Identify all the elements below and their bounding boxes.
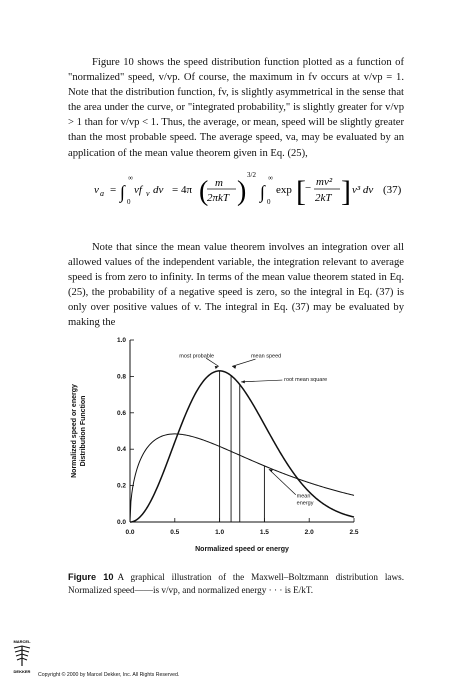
eq-integral-2: ∫: [259, 182, 266, 203]
annotation-most-probable: most probable: [179, 353, 214, 359]
y-axis-label-1: Normalized speed or energy: [71, 384, 78, 478]
x-tick-label: 1.0: [215, 529, 224, 536]
eq-int1-upper: ∞: [128, 174, 133, 182]
y-tick-label: 0.0: [117, 519, 126, 526]
body-paragraph-2: Note that since the mean value theorem i…: [68, 240, 404, 331]
y-tick-label: 0.6: [117, 410, 126, 417]
equation-37: v a = ∫ ∞ 0 vf v dv = 4π ( m 2πkT ) 3/2 …: [0, 170, 474, 210]
eq-integrand-1: vf: [134, 184, 144, 196]
arrow-rms: [241, 379, 283, 383]
speed-distribution-curve: [129, 370, 355, 523]
paragraph-2-text: Note that since the mean value theorem i…: [68, 242, 404, 329]
eq-bracket-left: [: [296, 175, 306, 208]
eq-paren-left: (: [199, 176, 208, 207]
x-tick-label: 2.0: [305, 529, 314, 536]
eq-minus: −: [305, 182, 311, 194]
eq-power: 3/2: [247, 171, 256, 179]
x-tick-label: 1.5: [260, 529, 269, 536]
eq-equals-2: = 4π: [172, 184, 192, 196]
x-tick-label: 2.5: [349, 529, 358, 536]
annotation-rms: root mean square: [284, 377, 327, 383]
y-tick-label: 0.2: [117, 483, 126, 490]
eq-equals-1: =: [110, 184, 116, 196]
figure-label: Figure 10: [68, 572, 114, 582]
arrowhead: [268, 469, 273, 473]
eq-integral-1: ∫: [119, 182, 126, 203]
chart-svg: 0.0 0.5 1.0 1.5 2.0 2.5 0.0 0.2 0.4 0.6 0.8 1.0 Norm…: [71, 337, 359, 553]
eq-frac-den: 2πkT: [207, 192, 230, 204]
eq-exp-den: 2kT: [315, 192, 332, 204]
y-tick-label: 1.0: [117, 337, 126, 344]
eq-frac-num: m: [215, 177, 223, 189]
eq-int2-upper: ∞: [268, 174, 273, 182]
eq-v3: v³ dv: [352, 184, 373, 196]
energy-distribution-curve: [129, 433, 355, 523]
maxwell-boltzmann-chart: 0.0 0.5 1.0 1.5 2.0 2.5 0.0 0.2 0.4 0.6 0.8 1.0 Norm…: [62, 332, 362, 562]
arrowhead: [214, 365, 219, 369]
copyright-notice: Copyright © 2000 by Marcel Dekker, Inc. …: [38, 672, 180, 678]
annotation-mean-energy-2: energy: [297, 501, 314, 507]
y-tick-label: 0.4: [117, 446, 126, 453]
eq-bracket-right: ]: [341, 175, 351, 208]
arrowhead: [241, 380, 245, 384]
eq-number: (37): [383, 184, 402, 196]
annotation-mean-speed: mean speed: [251, 353, 281, 359]
paragraph-1-text: Figure 10 shows the speed distribution f…: [68, 57, 404, 159]
x-tick-label: 0.5: [170, 529, 179, 536]
eq-exp-num: mv²: [316, 176, 333, 188]
x-axis-label: Normalized speed or energy: [195, 546, 289, 553]
logo-top-text: MARCEL: [13, 639, 31, 644]
eq-exp: exp: [276, 184, 292, 196]
arrow-most-probable: [205, 357, 219, 367]
y-axis-label-2: Distribution Function: [80, 396, 87, 467]
logo-bottom-text: DEKKER: [14, 669, 31, 674]
publisher-logo: MARCEL DEKKER: [13, 639, 31, 674]
eq-paren-right: ): [237, 176, 246, 207]
arrow-mean-speed: [232, 358, 256, 367]
y-tick-label: 0.8: [117, 373, 126, 380]
body-paragraph-1: Figure 10 shows the speed distribution f…: [68, 55, 404, 161]
figure-caption-text: A graphical illustration of the Maxwell–…: [68, 572, 404, 595]
eq-int1-lower: 0: [127, 198, 131, 206]
arrow-mean-energy: [268, 468, 297, 495]
eq-int2-lower: 0: [267, 198, 271, 206]
annotation-mean-energy-1: mean: [297, 493, 311, 499]
equation-svg: v a = ∫ ∞ 0 vf v dv = 4π ( m 2πkT ) 3/2 …: [94, 171, 402, 208]
figure-caption: Figure 10 A graphical illustration of the…: [68, 571, 404, 597]
arrowhead: [232, 365, 237, 369]
eq-lhs: v: [94, 184, 99, 196]
eq-lhs-sub: a: [100, 189, 104, 198]
eq-integrand-1-sub: v: [146, 189, 150, 198]
x-tick-label: 0.0: [125, 529, 134, 536]
eq-dv-1: dv: [153, 184, 164, 196]
